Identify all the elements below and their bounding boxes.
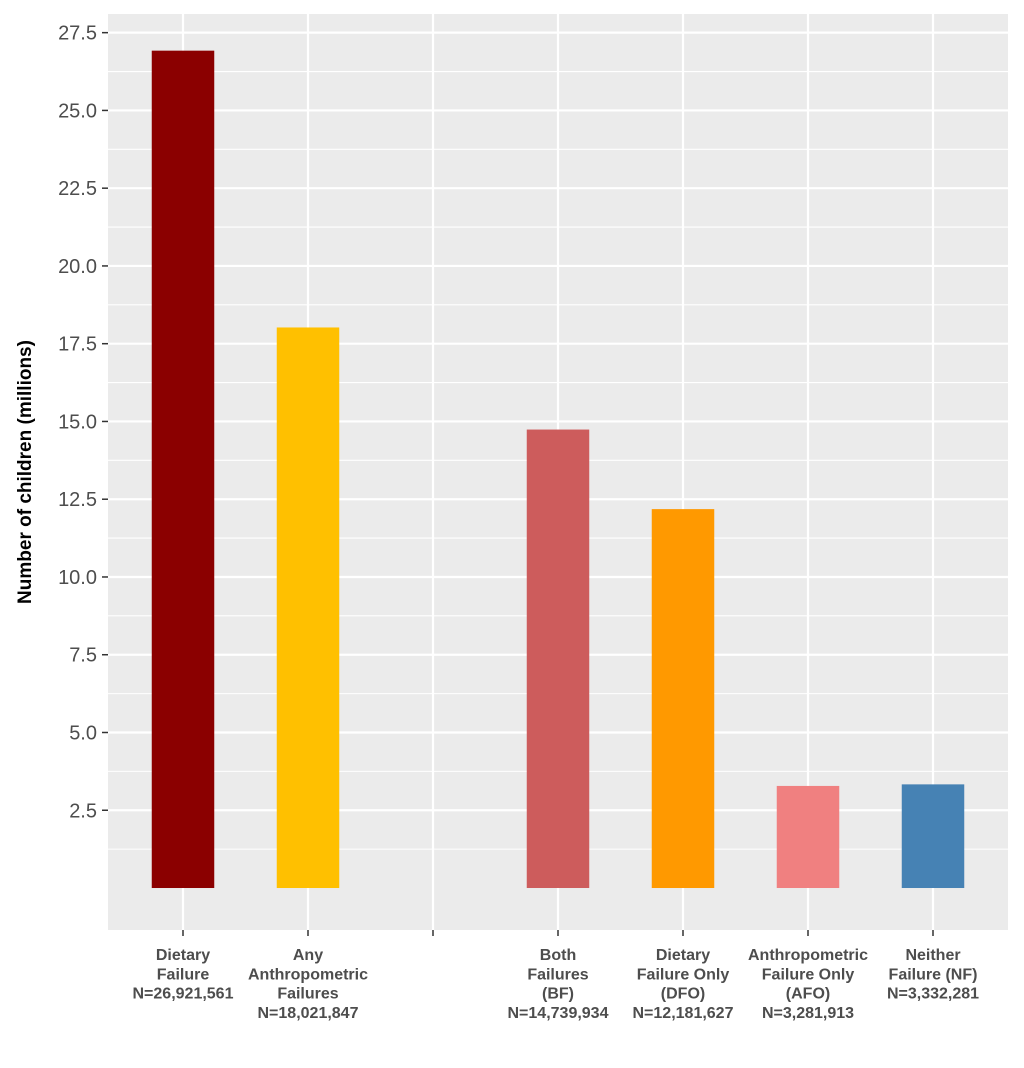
y-tick-label: 15.0 (58, 411, 97, 433)
y-axis-title: Number of children (millions) (15, 340, 36, 604)
x-category-label: Anthropometric Failure Only (AFO) N=3,281,9… (748, 947, 868, 1022)
x-category-label-line: Failure Only (637, 966, 730, 983)
x-category-label-line: Dietary (156, 947, 210, 964)
bar (651, 509, 715, 889)
x-category-label-line: Anthropometric (748, 947, 868, 964)
y-tick-label: 5.0 (69, 722, 97, 744)
x-category-label: Dietary Failure Only (DFO) N=12,181,627 (633, 947, 734, 1022)
x-category-label-line: Both (540, 947, 576, 964)
y-tick-label: 20.0 (58, 256, 97, 278)
bar (151, 50, 215, 889)
x-category-label: Any Anthropometric Failures N=18,021,847 (248, 947, 368, 1022)
y-tick-label: 12.5 (58, 489, 97, 511)
bar (901, 784, 965, 889)
x-category-label-line: Failures (527, 966, 588, 983)
x-category-label-line: Any (293, 947, 323, 964)
x-category-label-line: Anthropometric (248, 966, 368, 983)
x-category-label-line: Dietary (656, 947, 710, 964)
x-category-label-line: Failure Only (762, 966, 855, 983)
x-axis: Dietary Failure N=26,921,561 Any Anthropomet… (133, 930, 979, 1022)
bar (276, 327, 340, 889)
x-category-label-line: Failure (157, 966, 210, 983)
x-category-label-line: Failures (277, 986, 338, 1003)
bar (776, 785, 840, 889)
bars (151, 50, 965, 889)
y-tick-label: 22.5 (58, 178, 97, 200)
y-tick-label: 2.5 (69, 800, 97, 822)
bar (526, 429, 590, 889)
y-tick-label: 25.0 (58, 100, 97, 122)
y-tick-label: 10.0 (58, 567, 97, 589)
x-category-label-line: N=3,332,281 (887, 986, 979, 1003)
x-category-label-line: Neither (905, 947, 960, 964)
y-tick-label: 17.5 (58, 334, 97, 356)
x-category-label-line: Failure (NF) (889, 966, 978, 983)
x-category-label-line: N=3,281,913 (762, 1005, 854, 1022)
x-category-label: Both Failures (BF) N=14,739,934 (508, 947, 609, 1022)
x-category-label-line: (BF) (542, 986, 574, 1003)
x-category-label-line: N=14,739,934 (508, 1005, 609, 1022)
x-category-label-line: N=26,921,561 (133, 986, 234, 1003)
x-category-label-line: (DFO) (661, 986, 705, 1003)
x-category-label-line: N=12,181,627 (633, 1005, 734, 1022)
x-category-label-line: N=18,021,847 (258, 1005, 359, 1022)
y-tick-label: 7.5 (69, 645, 97, 667)
y-axis: 2.5 5.0 7.5 10.0 12.5 15.0 17.5 20.0 22.5 25.0 27.… (58, 23, 108, 822)
x-category-label: Dietary Failure N=26,921,561 (133, 947, 234, 1003)
x-category-label-line: (AFO) (786, 986, 830, 1003)
y-tick-label: 27.5 (58, 23, 97, 45)
x-category-label: Neither Failure (NF) N=3,332,281 (887, 947, 979, 1003)
